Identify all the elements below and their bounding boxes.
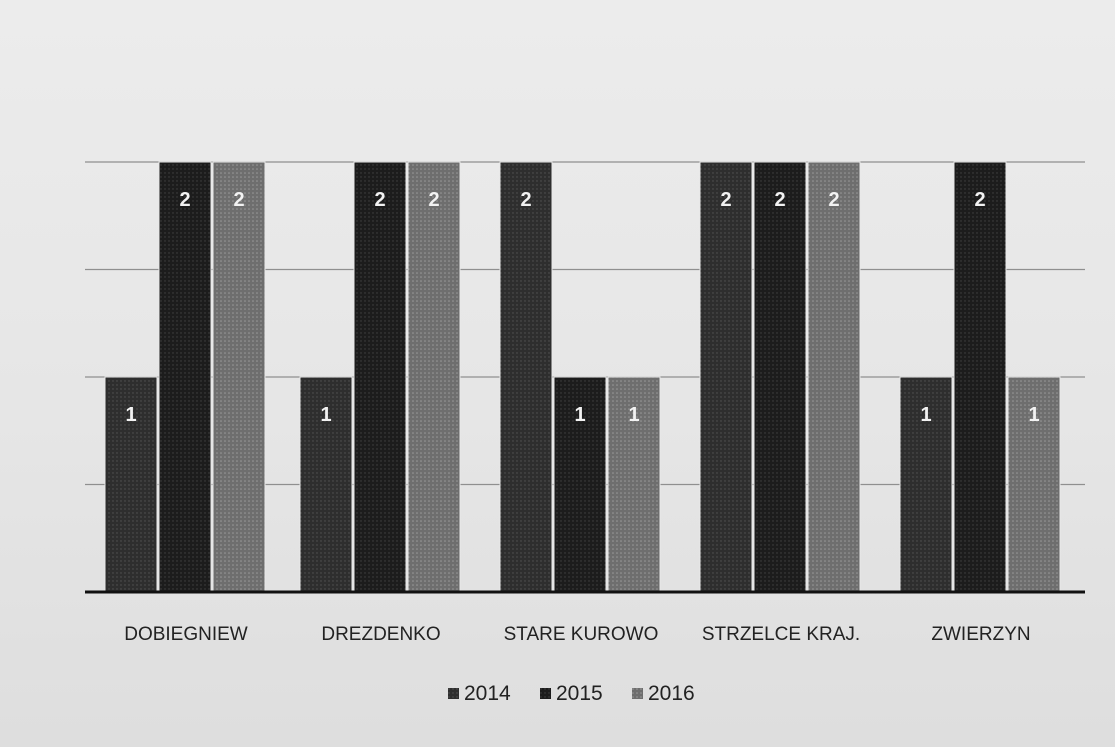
data-label: 2 xyxy=(179,189,190,211)
data-label: 1 xyxy=(1028,404,1039,426)
bar-2014-strzelce-kraj- xyxy=(699,161,753,593)
bar-2016-zwierzyn xyxy=(1007,376,1061,593)
data-label: 2 xyxy=(720,189,731,211)
bar-2016-dobiegniew xyxy=(212,161,266,593)
bar-2015-stare-kurowo xyxy=(553,376,607,593)
x-axis: DOBIEGNIEW DREZDENKO STARE KUROWO STRZELCE … xyxy=(85,590,1085,645)
legend-label: 2014 xyxy=(464,682,511,705)
data-label: 2 xyxy=(520,189,531,211)
data-label: 1 xyxy=(920,404,931,426)
legend-label: 2016 xyxy=(648,682,695,705)
data-label: 2 xyxy=(428,189,439,211)
data-label: 1 xyxy=(320,404,331,426)
data-label: 2 xyxy=(828,189,839,211)
bar-2014-zwierzyn xyxy=(899,376,953,593)
data-label: 2 xyxy=(374,189,385,211)
data-label: 1 xyxy=(574,404,585,426)
legend-swatch xyxy=(448,688,459,699)
bar-2014-dobiegniew xyxy=(104,376,158,593)
bar-2015-zwierzyn xyxy=(953,161,1007,593)
data-label: 2 xyxy=(233,189,244,211)
data-label: 1 xyxy=(628,404,639,426)
legend-swatch xyxy=(540,688,551,699)
x-tick-label: STRZELCE KRAJ. xyxy=(702,624,860,645)
data-labels: 1 2 2 1 2 2 2 1 1 2 2 2 1 2 1 xyxy=(125,189,1039,426)
x-tick-label: DREZDENKO xyxy=(321,624,440,645)
bar-2015-strzelce-kraj- xyxy=(753,161,807,593)
legend-swatch xyxy=(632,688,643,699)
bar-2016-drezdenko xyxy=(407,161,461,593)
x-tick-label: ZWIERZYN xyxy=(931,624,1030,645)
bar-2015-drezdenko xyxy=(353,161,407,593)
data-label: 2 xyxy=(774,189,785,211)
legend-label: 2015 xyxy=(556,682,603,705)
x-tick-label: STARE KUROWO xyxy=(504,624,659,645)
data-label: 2 xyxy=(974,189,985,211)
bars xyxy=(104,161,1061,593)
data-label: 1 xyxy=(125,404,136,426)
bar-2014-stare-kurowo xyxy=(499,161,553,593)
bar-2016-stare-kurowo xyxy=(607,376,661,593)
bar-2015-dobiegniew xyxy=(158,161,212,593)
legend: 2014 2015 2016 xyxy=(448,682,695,705)
bar-2016-strzelce-kraj- xyxy=(807,161,861,593)
x-tick-label: DOBIEGNIEW xyxy=(124,624,248,645)
